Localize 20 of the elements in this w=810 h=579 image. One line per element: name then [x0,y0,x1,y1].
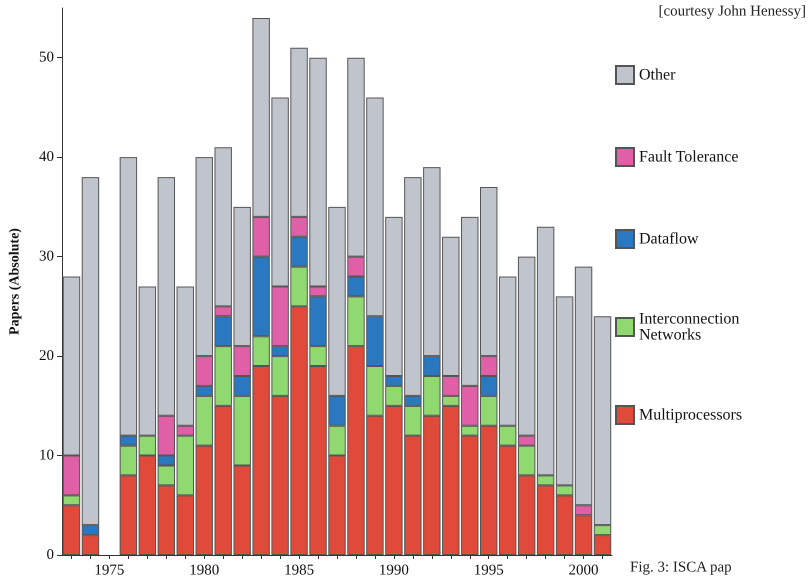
legend-label: Multiprocessors [639,406,742,424]
y-tick-label: 40 [39,149,54,166]
x-tick-label: 1990 [378,562,409,578]
legend-label: Fault Tolerance [639,148,738,166]
x-tick-label: 2000 [568,562,599,578]
y-tick-label: 10 [39,448,54,464]
y-axis-title: Papers (Absolute) [8,228,22,335]
caption: Fig. 3: ISCA pap [630,560,732,576]
text: [courtesy John Henessy] [658,4,806,20]
y-tick-label: 20 [39,348,54,364]
x-tick-label: 1975 [94,562,124,578]
x-tick-label: 1980 [189,562,220,578]
y-tick-label: 50 [39,50,54,66]
legend-label: Other [639,66,676,84]
x-tick-label: 1985 [284,562,314,578]
legend-label: Interconnection Networks [639,310,744,344]
y-tick-label: 30 [39,248,54,265]
legend-label: Dataflow [639,230,699,248]
y-tick-label: 0 [46,547,54,563]
x-tick-label: 1995 [474,562,504,578]
